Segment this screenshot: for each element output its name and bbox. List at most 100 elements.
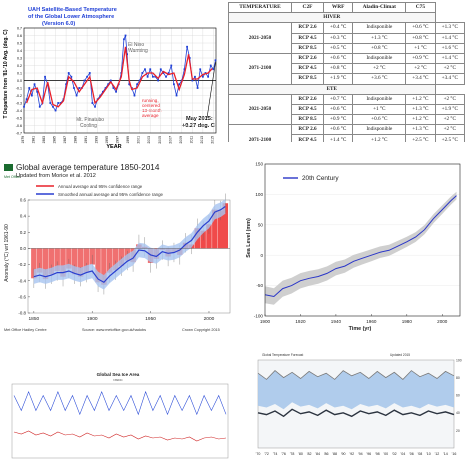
variability-x-tick-label: '00: [383, 452, 388, 456]
sea-level-x-tick-label: 1920: [295, 319, 306, 324]
uah-monthly-point: [144, 68, 146, 71]
hadcrut-annual-bar: [66, 248, 72, 269]
uah-y-tick-label: 0.2: [17, 64, 22, 68]
uah-monthly-point: [209, 64, 212, 67]
hadcrut-y-tick-label: -0.2: [18, 262, 26, 267]
variability-desert-line: [257, 408, 455, 418]
hadcrut-annual-bar: [206, 224, 212, 249]
table-scenario-cell: RCP 2.6: [291, 124, 324, 136]
uah-monthly-point: [49, 102, 52, 104]
sea-level-ylabel: Sea Level (mm): [246, 218, 252, 258]
variability-x-tick-label: '80: [298, 452, 303, 456]
table-scenario-cell: RCP 8.5: [291, 42, 324, 54]
uah-running-average-line: [25, 46, 213, 108]
table-cell: +0.8 °C: [405, 32, 436, 44]
hadcrut-annual-bar: [31, 248, 37, 279]
uah-monthly-point: [154, 75, 157, 78]
uah-y-tick-label: 0.1: [17, 71, 22, 75]
variability-y-tick-label: 80: [456, 376, 460, 380]
uah-x-tick-label: 2009: [179, 136, 183, 144]
model-temperature-table: TEMPERATURE C2F WRF Aladin-Climat C75 HI…: [228, 2, 465, 142]
variability-x-tick-label: '82: [307, 452, 312, 456]
uah-chart-svg: UAH Satellite-Based Temperature of the G…: [2, 2, 224, 150]
hadcrut-annual-bar: [71, 248, 78, 275]
variability-x-tick-label: '98: [375, 452, 380, 456]
variability-x-tick-label: '70: [256, 452, 261, 456]
uah-monthly-point: [70, 75, 73, 78]
table-section-row: HIVER: [228, 12, 465, 24]
uah-monthly-point: [214, 59, 217, 62]
uah-monthly-point: [73, 87, 75, 89]
uah-monthly-point: [36, 90, 39, 93]
variability-x-tick-label: '16: [452, 452, 457, 456]
table-header-row: TEMPERATURE C2F WRF Aladin-Climat C75: [228, 2, 465, 14]
table-cell: +1.3 °C: [352, 32, 407, 44]
table-cell: +1.3 °C: [405, 124, 436, 136]
uah-annotation-arrow: [206, 62, 216, 119]
table-scenario-cell: RCP 2.6: [291, 52, 324, 65]
hadcrut-annual-bar: [95, 248, 101, 283]
sea-ice-chart: Global Sea Ice Area NSIDC: [2, 362, 234, 462]
uah-monthly-point: [23, 105, 25, 108]
table-period-cell: 2071-2100: [228, 124, 292, 142]
sea-ice-subtitle: NSIDC: [113, 378, 123, 382]
uah-y-tick-label: 0.3: [17, 56, 22, 60]
uah-x-tick-label: 2013: [200, 136, 204, 144]
hadcrut-x-tick-label: 1900: [87, 316, 98, 322]
uah-monthly-point: [212, 68, 215, 71]
uah-monthly-point: [102, 90, 104, 93]
sea-ice-area-line: [13, 390, 227, 416]
uah-x-tick-label: 1991: [84, 136, 88, 144]
variability-chart: Global Temperature Forecast Updated 2015…: [240, 344, 465, 462]
variability-y-tick-label: 40: [456, 411, 460, 415]
table-header-cell: WRF: [322, 2, 354, 14]
variability-x-tick-label: '74: [273, 452, 278, 456]
variability-x-tick-label: '92: [349, 452, 354, 456]
variability-x-tick-label: '08: [418, 452, 423, 456]
variability-x-tick-label: '02: [392, 452, 397, 456]
hadcrut-chart-svg: Met Office Global average temperature 18…: [2, 158, 234, 333]
table-cell: +2 °C: [352, 63, 407, 75]
hadcrut-annual-bar: [217, 210, 224, 249]
uah-monthly-point: [136, 83, 138, 86]
variability-chart-svg: Global Temperature Forecast Updated 2015…: [240, 344, 465, 462]
hadcrut-y-tick-label: 0.6: [20, 198, 27, 203]
table-cell: +1.3 °C: [405, 103, 436, 116]
uah-annotation-average: average: [142, 113, 159, 118]
hadcrut-y-tick-label: -0.4: [18, 278, 26, 283]
uah-monthly-point: [94, 105, 96, 108]
sea-level-chart-svg: 20th Century Sea Level (mm) Time (yr) -1…: [240, 158, 465, 336]
table-cell: +1.4 °C: [434, 52, 465, 65]
hadcrut-y-tick-label: 0.0: [20, 246, 27, 251]
uah-monthly-point: [128, 83, 131, 86]
table-cell: Indisponible: [352, 22, 407, 34]
uah-monthly-point: [199, 68, 202, 71]
table-row: 2021-2050 RCP 2.6 +0.7 °C Indisponible +1.2 …: [228, 93, 465, 126]
sea-level-uncertainty-band: [265, 191, 457, 305]
uah-monthly-point: [67, 72, 70, 74]
hadcrut-annual-bar: [101, 248, 107, 285]
hadcrut-annual-bar: [77, 248, 84, 277]
table-period-cell: 2071-2100: [228, 52, 292, 85]
uah-x-tick-label: 2015: [210, 136, 214, 144]
table-cell: +3.6 °C: [352, 73, 407, 85]
table-cell: +1.4 °C: [434, 32, 465, 44]
sea-ice-title: Global Sea Ice Area: [97, 372, 140, 377]
uah-monthly-point: [133, 94, 136, 97]
uah-monthly-point: [124, 34, 127, 37]
uah-monthly-point: [183, 68, 186, 71]
table-scenario-cell: RCP 8.5: [291, 73, 324, 85]
uah-monthly-point: [78, 87, 81, 89]
sea-ice-chart-svg: Global Sea Ice Area NSIDC: [2, 362, 234, 462]
table-cell: +1.9 °C: [322, 73, 354, 85]
uah-monthly-point: [175, 94, 178, 97]
table-scenario-cell: RCP 2.6: [291, 22, 324, 34]
uah-annotation-centered: centered: [142, 103, 160, 108]
table-row: RCP 4.5 +0.8 °C +2 °C +2 °C +2 °C: [229, 63, 465, 75]
uah-monthly-point: [138, 79, 141, 82]
hadcrut-annual-bar: [212, 209, 218, 249]
table-cell: +0.4 °C: [322, 22, 354, 34]
uah-y-tick-label: -0.2: [16, 94, 22, 98]
table-period-cell: 2021-2050: [228, 22, 292, 54]
uah-x-tick-label: 2011: [189, 136, 193, 143]
